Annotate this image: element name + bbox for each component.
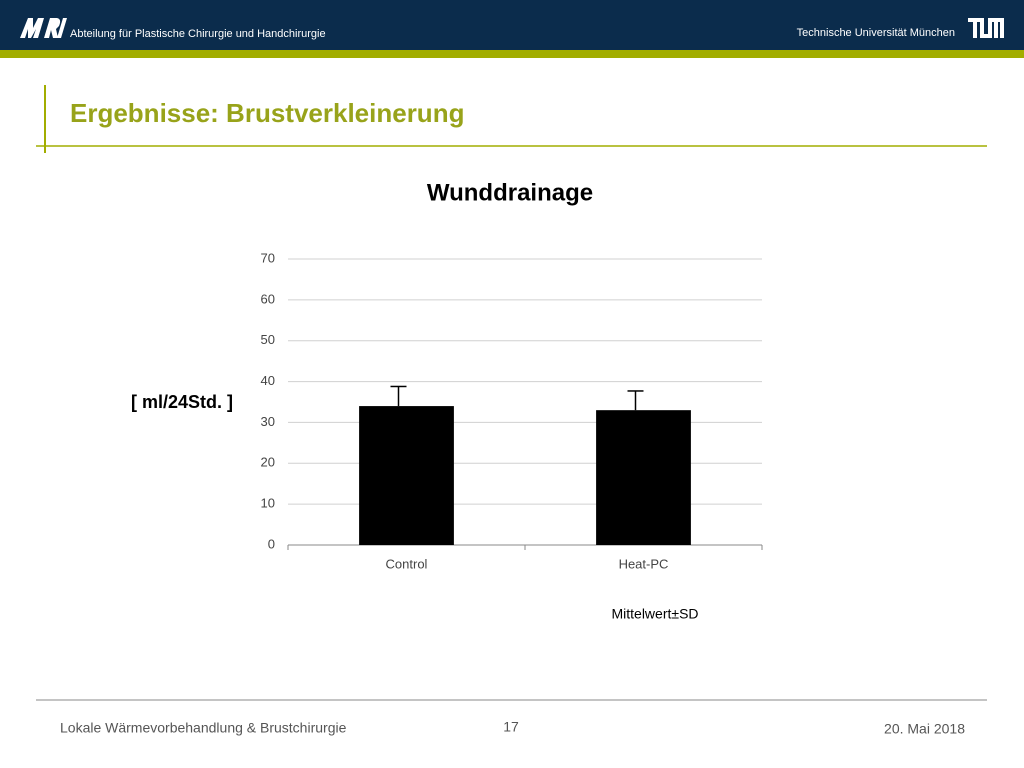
y-tick-label: 60	[261, 291, 275, 306]
y-tick-label: 20	[261, 455, 275, 470]
header-bar	[0, 0, 1024, 50]
y-tick-label: 40	[261, 373, 275, 388]
y-tick-label: 0	[268, 536, 275, 551]
y-tick-label: 10	[261, 496, 275, 511]
page-number: 17	[503, 719, 519, 735]
department: Abteilung für Plastische Chirurgie und H…	[70, 28, 326, 40]
y-axis-label: [ ml/24Std. ]	[131, 392, 233, 412]
chart-title: Wunddrainage	[427, 179, 593, 206]
footer-date: 20. Mai 2018	[884, 721, 965, 737]
university: Technische Universität München	[797, 27, 955, 39]
y-tick-label: 50	[261, 332, 275, 347]
slide-title: Ergebnisse: Brustverkleinerung	[70, 98, 464, 128]
footer-left: Lokale Wärmevorbehandlung & Brustchirurg…	[60, 720, 347, 736]
bar	[596, 410, 691, 545]
tum-logo	[968, 18, 1004, 38]
y-tick-label: 70	[261, 250, 275, 265]
bar	[359, 406, 454, 545]
mri-logo	[20, 18, 67, 38]
x-tick-label: Control	[386, 556, 428, 571]
x-tick-label: Heat-PC	[619, 556, 669, 571]
y-tick-label: 30	[261, 414, 275, 429]
header-stripe	[0, 50, 1024, 58]
annotation: Mittelwert±SD	[611, 606, 698, 622]
